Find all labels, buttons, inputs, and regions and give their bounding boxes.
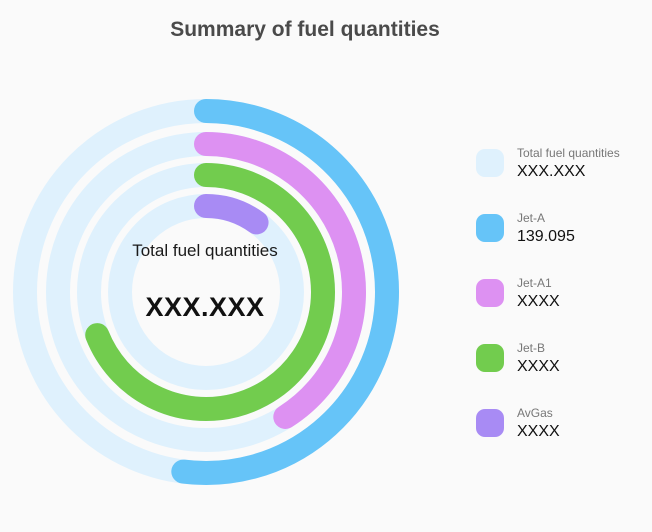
legend-label: Jet-A (517, 211, 546, 225)
legend-value: XXXX (517, 358, 560, 375)
center-value: XXX.XXX (145, 292, 265, 322)
legend-label: Jet-A1 (517, 276, 552, 290)
legend-label: Jet-B (517, 341, 546, 355)
chart-title: Summary of fuel quantities (170, 18, 440, 41)
legend-value: 139.095 (517, 228, 575, 245)
legend-swatch (476, 214, 504, 242)
legend-swatch (476, 279, 504, 307)
ring-arc-jet-a1[interactable] (194, 132, 366, 429)
legend-label: Total fuel quantities (517, 146, 620, 160)
legend-value: XXX.XXX (517, 163, 586, 180)
ring-arc-jet-b[interactable] (85, 163, 335, 421)
legend-value: XXXX (517, 293, 560, 310)
legend-label: AvGas (517, 406, 553, 420)
legend-swatch (476, 409, 504, 437)
ring-arc-jet-a[interactable] (171, 99, 399, 485)
center-label: Total fuel quantities (132, 241, 278, 260)
legend-swatch (476, 149, 504, 177)
legend-swatch (476, 344, 504, 372)
ring-arc-avgas[interactable] (194, 194, 269, 235)
legend-value: XXXX (517, 423, 560, 440)
